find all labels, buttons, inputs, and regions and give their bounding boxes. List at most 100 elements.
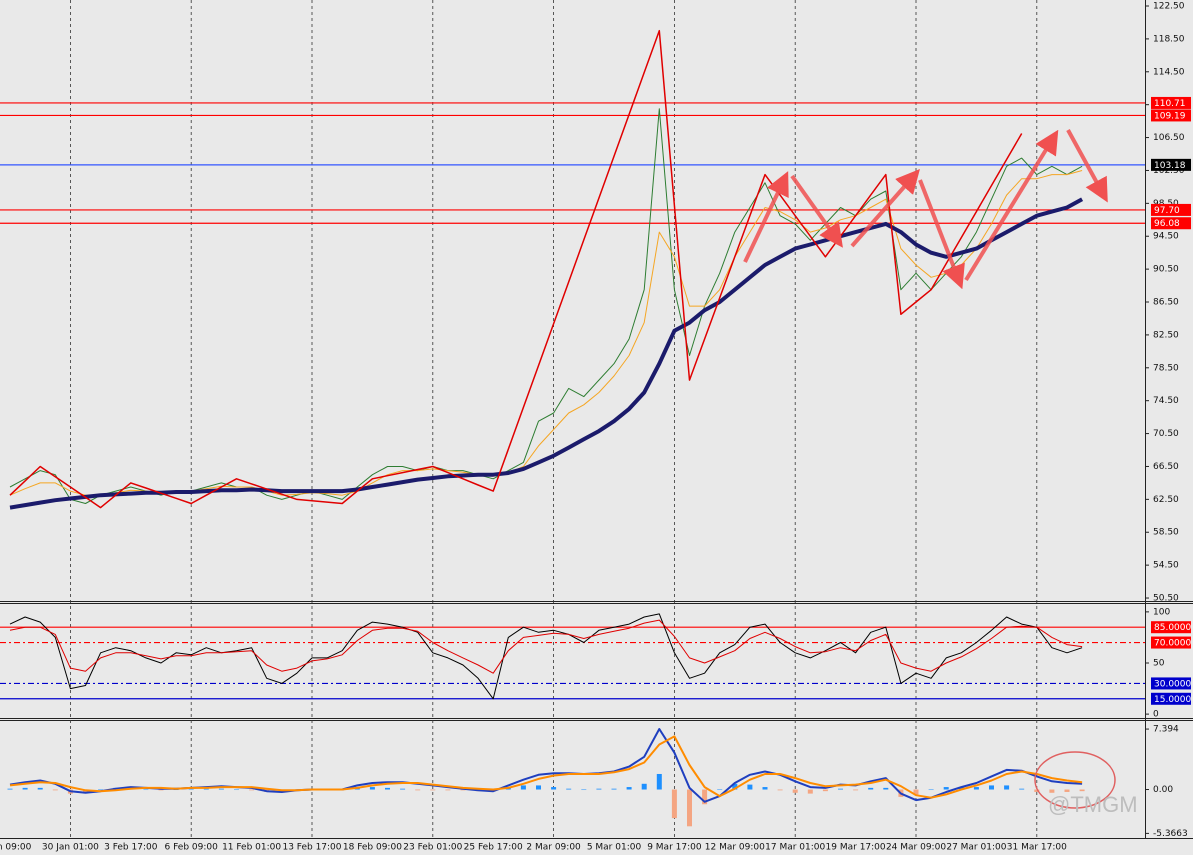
- x-tick-label: 2 Mar 09:00: [526, 843, 581, 853]
- y-tick-label: 82.50: [1153, 330, 1179, 340]
- series-line: [9, 735, 1083, 799]
- histogram-bar: [234, 789, 239, 791]
- histogram-bar: [1004, 785, 1010, 790]
- histogram-bar: [747, 784, 753, 790]
- histogram-bar: [566, 788, 572, 790]
- x-tick-label: 3 Feb 17:00: [104, 843, 158, 853]
- histogram-bar: [838, 788, 843, 790]
- y-tick-label: 54.50: [1153, 561, 1179, 571]
- histogram-bar: [369, 787, 375, 790]
- histogram-bar: [641, 783, 647, 790]
- x-tick-label: 12 Mar 09:00: [705, 843, 765, 853]
- level-label-box: [1151, 203, 1191, 216]
- histogram-bar: [460, 789, 466, 791]
- level-label-box: [1151, 96, 1191, 109]
- histogram-bar: [868, 787, 874, 790]
- series-line: [9, 613, 1083, 700]
- histogram-bar: [581, 789, 587, 791]
- histogram-bar: [656, 773, 662, 790]
- y-tick-label: 7.394: [1153, 725, 1179, 735]
- histogram-bar: [822, 789, 828, 792]
- histogram-bar: [611, 788, 617, 790]
- histogram-bar: [777, 789, 783, 791]
- y-tick-label: 74.50: [1153, 396, 1179, 406]
- x-tick-label: 31 Mar 17:00: [1007, 843, 1067, 853]
- x-tick-label: 9 Mar 17:00: [647, 843, 702, 853]
- level-label: 109.19: [1154, 111, 1186, 121]
- histogram-bar: [626, 787, 632, 790]
- histogram-bar: [430, 789, 436, 791]
- x-tick-label: 24 Mar 09:00: [886, 843, 946, 853]
- y-tick-label: 62.50: [1153, 495, 1179, 505]
- series-line: [9, 197, 1084, 510]
- histogram-bar: [188, 789, 194, 791]
- histogram-bar: [1019, 788, 1025, 790]
- histogram-bar: [853, 789, 859, 791]
- highlight-circle: [1034, 751, 1116, 809]
- histogram-bar: [596, 788, 602, 790]
- watermark: @TMGM: [1048, 792, 1138, 817]
- histogram-bar: [249, 789, 255, 791]
- histogram-bar: [218, 788, 224, 790]
- y-tick-label: 98.50: [1153, 199, 1179, 209]
- x-tick-label: 17 Mar 01:00: [765, 843, 825, 853]
- x-tick-label: 6 Feb 09:00: [165, 843, 219, 853]
- histogram-bar: [1079, 789, 1085, 792]
- level-label-box: [1151, 621, 1191, 634]
- histogram-bar: [22, 787, 28, 790]
- histogram-bar: [415, 789, 421, 791]
- y-tick-label: 106.50: [1153, 133, 1185, 143]
- series-line: [9, 619, 1083, 674]
- histogram-bar: [792, 789, 798, 793]
- series-line: [9, 29, 1023, 509]
- histogram-bar: [1034, 789, 1040, 792]
- y-tick-label: 94.50: [1153, 232, 1179, 242]
- histogram-bar: [173, 789, 179, 791]
- x-tick-label: Jan 09:00: [0, 843, 32, 853]
- histogram-bar: [37, 787, 43, 790]
- histogram-bar: [385, 787, 390, 790]
- y-tick-label: 50: [1153, 658, 1165, 668]
- x-tick-label: 25 Feb 17:00: [464, 843, 523, 853]
- histogram-bar: [1064, 789, 1070, 792]
- histogram-bar: [520, 785, 526, 790]
- trend-arrows: [743, 129, 1108, 290]
- x-tick-label: 11 Feb 01:00: [222, 843, 281, 853]
- histogram-bar: [52, 789, 58, 791]
- histogram-bar: [536, 785, 541, 790]
- histogram-bar: [973, 787, 979, 790]
- level-label-box: [1151, 636, 1191, 649]
- histogram-bar: [551, 787, 557, 790]
- histogram-bar: [883, 787, 889, 790]
- y-tick-label: 90.50: [1153, 265, 1179, 275]
- histogram-bar: [913, 789, 919, 795]
- level-label: 30.0000: [1154, 679, 1191, 689]
- y-tick-label: 50.50: [1153, 594, 1179, 604]
- level-label-box: [1151, 109, 1191, 122]
- histogram-bar: [943, 787, 949, 790]
- y-tick-label: 86.50: [1153, 298, 1179, 308]
- level-label: 70.0000: [1154, 639, 1191, 649]
- plot-background: [0, 0, 1145, 838]
- histogram-bar: [687, 789, 692, 827]
- y-tick-label: 102.50: [1153, 166, 1185, 176]
- histogram-bar: [98, 789, 104, 791]
- histogram-bar: [732, 783, 738, 790]
- histogram-bar: [702, 789, 708, 805]
- y-tick-label: 114.50: [1153, 67, 1185, 77]
- x-tick-label: 30 Jan 01:00: [42, 843, 99, 853]
- histogram-bar: [928, 789, 934, 791]
- level-label: 15.0000: [1154, 695, 1191, 705]
- x-tick-label: 19 Mar 17:00: [826, 843, 886, 853]
- histogram-bar: [143, 789, 149, 791]
- level-label-box: [1151, 217, 1191, 230]
- histogram-bar: [445, 789, 451, 791]
- histogram-bar: [807, 789, 813, 794]
- y-tick-label: 70.50: [1153, 429, 1179, 439]
- histogram-bar: [7, 788, 13, 790]
- y-tick-label: 78.50: [1153, 363, 1179, 373]
- y-tick-label: 66.50: [1153, 462, 1179, 472]
